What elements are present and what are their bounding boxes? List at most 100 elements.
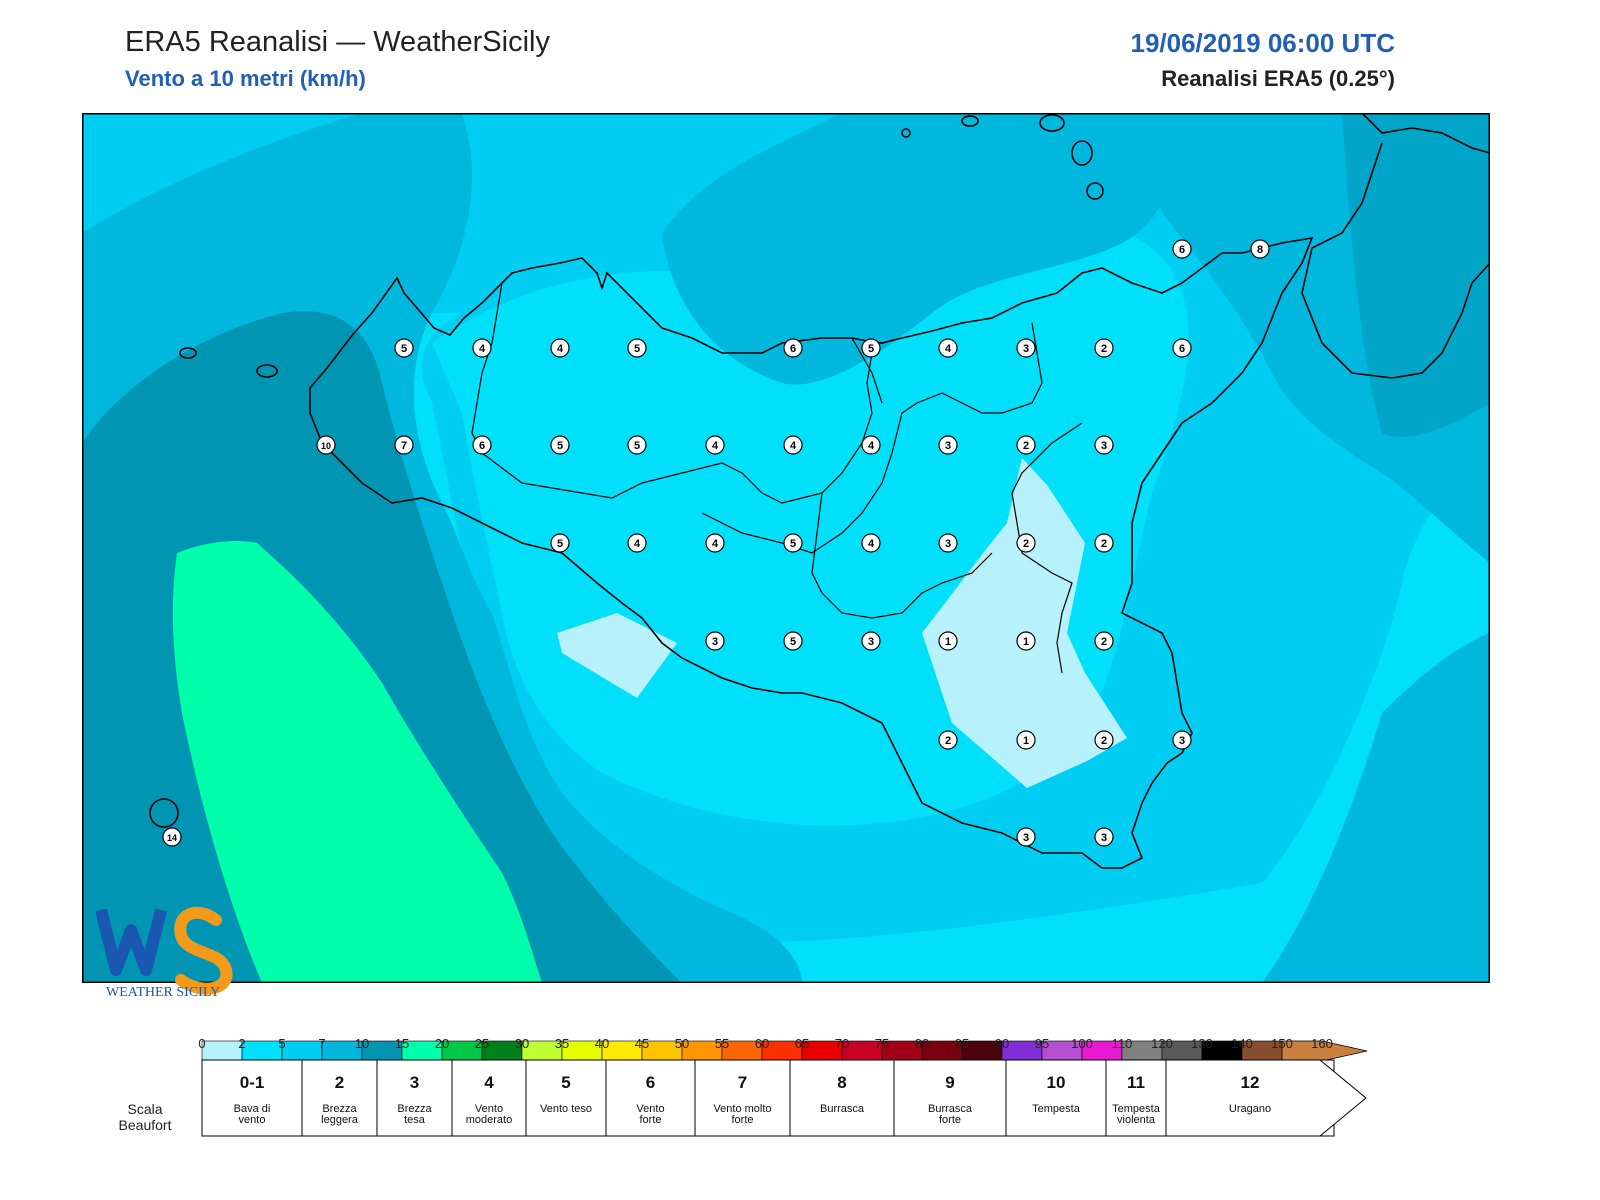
beaufort-desc-2: tesa	[404, 1114, 426, 1126]
station-value: 2	[945, 735, 951, 747]
station-circle	[550, 435, 570, 455]
station-marker: 5	[783, 533, 803, 553]
station-circle	[472, 435, 492, 455]
station-circle	[783, 631, 803, 651]
colorbar-tick-label: 90	[995, 1036, 1009, 1051]
beaufort-cell-box	[1005, 1059, 1107, 1137]
station-value: 2	[1101, 538, 1107, 550]
station-value: 6	[790, 343, 796, 355]
colorbar-tick-label: 5	[278, 1036, 285, 1051]
station-value: 1	[1023, 735, 1029, 747]
station-marker: 3	[1172, 730, 1192, 750]
colorbar-tick-label: 30	[515, 1036, 529, 1051]
colorbar-tick-label: 120	[1151, 1036, 1173, 1051]
colorbar-tick-label: 10	[355, 1036, 369, 1051]
station-marker: 1	[938, 631, 958, 651]
station-value: 3	[945, 538, 951, 550]
coastlines	[149, 113, 1490, 869]
colorbar-segment	[201, 1040, 243, 1062]
station-circle	[783, 533, 803, 553]
colorbar-tick-label: 150	[1271, 1036, 1293, 1051]
beaufort-cell-box	[525, 1059, 607, 1137]
station-circle	[394, 338, 414, 358]
station-marker: 2	[1016, 533, 1036, 553]
station-value: 4	[557, 343, 564, 355]
station-value: 8	[1257, 244, 1263, 256]
station-value: 5	[634, 343, 640, 355]
beaufort-number: 3	[410, 1073, 419, 1092]
colorbar-segment	[281, 1040, 323, 1062]
station-marker: 2	[938, 730, 958, 750]
station-marker: 4	[861, 435, 881, 455]
beaufort-desc-1: Uragano	[1229, 1103, 1271, 1115]
station-value: 4	[712, 538, 719, 550]
colorbar-tick-label: 0	[198, 1036, 205, 1051]
beaufort-desc-1: Burrasca	[820, 1103, 865, 1115]
weathersicily-logo: WEATHER SICILY	[96, 906, 233, 1000]
station-marker: 3	[1016, 338, 1036, 358]
station-marker: 3	[1016, 827, 1036, 847]
beaufort-cell: 12 Uragano	[1165, 1059, 1335, 1137]
station-marker: 5	[550, 435, 570, 455]
wind-map: 5 4 4 5 6 5 4 3 2 6 10 7 6 5 5 4 4 4 3 2 3 5 4 4 5 4 3 2 2 3 5 3 1 1 2 2 1 2 3…	[82, 113, 1490, 983]
station-circle	[783, 435, 803, 455]
station-value: 3	[1179, 735, 1185, 747]
station-marker: 2	[1016, 435, 1036, 455]
legend: 0 2 5 7 10 15 20 25 30 35 40 45 50 55 60 65 70 75 80 85 90 95…	[119, 1036, 1368, 1137]
beaufort-desc-1: Vento	[636, 1103, 664, 1115]
beaufort-cell-box	[301, 1059, 378, 1137]
beaufort-desc-1: Vento molto	[713, 1103, 771, 1115]
station-marker: 4	[705, 533, 725, 553]
colorbar-tick-label: 85	[955, 1036, 969, 1051]
station-value: 4	[868, 440, 875, 452]
station-marker: 4	[783, 435, 803, 455]
station-value: 3	[868, 636, 874, 648]
sicily-coast	[309, 236, 1314, 869]
station-marker: 2	[1094, 631, 1114, 651]
station-value: 3	[945, 440, 951, 452]
station-value: 4	[868, 538, 875, 550]
egadi-islands	[179, 347, 278, 378]
station-circle	[472, 338, 492, 358]
station-circle	[705, 435, 725, 455]
beaufort-cell: 10 Tempesta	[1005, 1059, 1107, 1137]
colorbar-tick-label: 130	[1191, 1036, 1213, 1051]
station-circle	[1094, 533, 1114, 553]
station-marker: 5	[550, 533, 570, 553]
station-value: 3	[1101, 832, 1107, 844]
station-circle	[550, 338, 570, 358]
station-value: 1	[1023, 636, 1029, 648]
colorbar-tick-label: 110	[1112, 1036, 1133, 1051]
station-marker: 6	[472, 435, 492, 455]
beaufort-number: 2	[335, 1073, 344, 1092]
station-value: 3	[1023, 343, 1029, 355]
beaufort-number: 6	[646, 1073, 655, 1092]
station-circle	[861, 435, 881, 455]
beaufort-cell-box	[694, 1059, 791, 1137]
beaufort-number: 5	[561, 1073, 570, 1092]
station-marker: 2	[1094, 533, 1114, 553]
beaufort-desc-1: Brezza	[322, 1103, 357, 1115]
beaufort-desc-1: Brezza	[397, 1103, 432, 1115]
station-marker: 1	[1016, 730, 1036, 750]
province-borders	[471, 282, 1083, 674]
beaufort-cell-box	[605, 1059, 696, 1137]
station-marker: 6	[1172, 338, 1192, 358]
station-marker: 5	[627, 338, 647, 358]
beaufort-desc-2: leggera	[321, 1114, 359, 1126]
station-value: 3	[712, 636, 718, 648]
colorbar-tick-label: 55	[715, 1036, 729, 1051]
beaufort-cell-box	[201, 1059, 303, 1137]
beaufort-desc-2: moderato	[466, 1114, 512, 1126]
station-circle	[1172, 239, 1192, 259]
station-circle	[394, 435, 414, 455]
beaufort-number: 11	[1127, 1073, 1145, 1092]
station-circle	[316, 435, 336, 455]
colorbar-tick-label: 100	[1071, 1036, 1093, 1051]
colorbar-tick-label: 50	[675, 1036, 689, 1051]
station-marker: 2	[1094, 338, 1114, 358]
field-band-10-15-east	[1342, 113, 1490, 437]
station-circle	[938, 533, 958, 553]
